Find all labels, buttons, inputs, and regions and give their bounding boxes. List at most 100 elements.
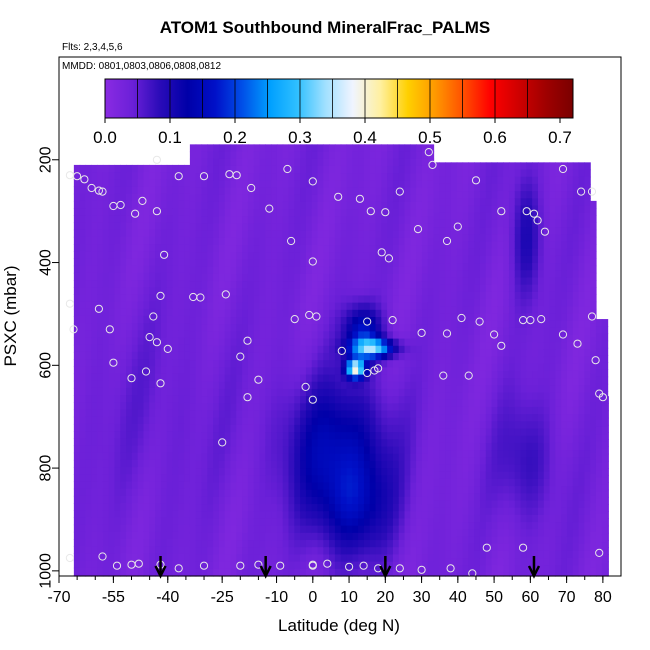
heatmap-cell [358, 396, 365, 404]
heatmap-cell [520, 284, 527, 293]
heatmap-cell [114, 222, 121, 231]
heatmap-cell [317, 482, 324, 491]
heatmap-cell [224, 453, 232, 462]
heatmap-cell [213, 194, 220, 203]
heatmap-cell [485, 255, 493, 264]
heatmap-cell [120, 467, 127, 475]
heatmap-cell [224, 201, 232, 210]
heatmap-cell [166, 229, 174, 238]
heatmap-cell [218, 547, 226, 556]
heatmap-cell [508, 320, 516, 329]
heatmap-cell [213, 259, 220, 268]
heatmap-cell [549, 543, 556, 552]
heatmap-cell [253, 432, 261, 440]
heatmap-cell [329, 396, 336, 404]
heatmap-cell [375, 237, 382, 246]
heatmap-cell [427, 381, 435, 390]
heatmap-cell [155, 539, 162, 547]
heatmap-cell [532, 529, 539, 538]
heatmap-cell [503, 284, 510, 293]
heatmap-cell [149, 287, 156, 295]
heatmap-cell [218, 403, 226, 412]
heatmap-cell [300, 144, 307, 153]
heatmap-cell [410, 266, 417, 275]
heatmap-cell [85, 495, 92, 504]
heatmap-cell [532, 399, 539, 408]
heatmap-cell [73, 495, 81, 504]
heatmap-cell [149, 459, 156, 468]
heatmap-cell [433, 572, 440, 577]
heatmap-cell [224, 209, 232, 217]
heatmap-cell [497, 522, 504, 530]
heatmap-cell [149, 438, 156, 447]
heatmap-cell [375, 568, 382, 577]
heatmap-cell [137, 164, 145, 173]
heatmap-cell [387, 252, 394, 261]
heatmap-cell [149, 294, 156, 303]
heatmap-cell [247, 532, 255, 541]
heatmap-cell [398, 367, 406, 376]
heatmap-cell [317, 460, 324, 469]
heatmap-cell [497, 493, 504, 502]
heatmap-cell [259, 554, 266, 563]
heatmap-cell [358, 482, 365, 491]
heatmap-cell [387, 482, 394, 491]
heatmap-cell [485, 162, 493, 171]
heatmap-cell [242, 410, 249, 419]
heatmap-cell [201, 288, 208, 297]
heatmap-cell [334, 317, 342, 325]
heatmap-cell [271, 403, 278, 412]
heatmap-cell [114, 524, 121, 533]
heatmap-cell [160, 539, 168, 547]
heatmap-cell [184, 416, 191, 425]
heatmap-cell [166, 251, 174, 260]
heatmap-cell [120, 323, 127, 331]
heatmap-cell [317, 281, 324, 289]
heatmap-cell [421, 381, 429, 390]
heatmap-cell [300, 403, 307, 412]
heatmap-cell [137, 452, 145, 461]
heatmap-cell [271, 439, 278, 448]
heatmap-cell [352, 432, 359, 440]
heatmap-cell [462, 435, 469, 444]
heatmap-cell [520, 263, 527, 271]
heatmap-cell [346, 453, 353, 462]
heatmap-cell [207, 295, 214, 304]
heatmap-cell [160, 244, 168, 252]
heatmap-cell [416, 144, 423, 153]
heatmap-cell [497, 529, 504, 538]
heatmap-cell [334, 173, 342, 181]
heatmap-cell [387, 360, 394, 368]
heatmap-cell [102, 524, 110, 533]
heatmap-cell [73, 503, 81, 511]
heatmap-cell [439, 306, 446, 315]
heatmap-cell [433, 399, 440, 408]
heatmap-cell [392, 511, 400, 520]
heatmap-cell [537, 507, 545, 516]
heatmap-cell [265, 331, 272, 340]
heatmap-cell [178, 373, 185, 382]
heatmap-cell [259, 309, 266, 318]
heatmap-cell [485, 378, 493, 386]
heatmap-cell [149, 229, 156, 238]
heatmap-cell [300, 281, 307, 289]
heatmap-cell [398, 201, 406, 210]
heatmap-cell [375, 201, 382, 210]
heatmap-cell [102, 287, 110, 295]
heatmap-cell [479, 493, 487, 502]
heatmap-cell [178, 431, 185, 439]
heatmap-cell [479, 191, 487, 199]
heatmap-cell [300, 165, 307, 174]
heatmap-cell [445, 169, 452, 178]
heatmap-cell [288, 324, 295, 332]
heatmap-cell [236, 453, 243, 462]
heatmap-cell [178, 409, 185, 418]
heatmap-cell [259, 388, 266, 397]
heatmap-cell [236, 158, 243, 167]
heatmap-cell [352, 417, 359, 426]
heatmap-cell [329, 144, 336, 153]
heatmap-cell [387, 230, 394, 239]
heatmap-cell [195, 374, 203, 383]
heatmap-cell [300, 309, 307, 318]
heatmap-cell [126, 373, 133, 382]
